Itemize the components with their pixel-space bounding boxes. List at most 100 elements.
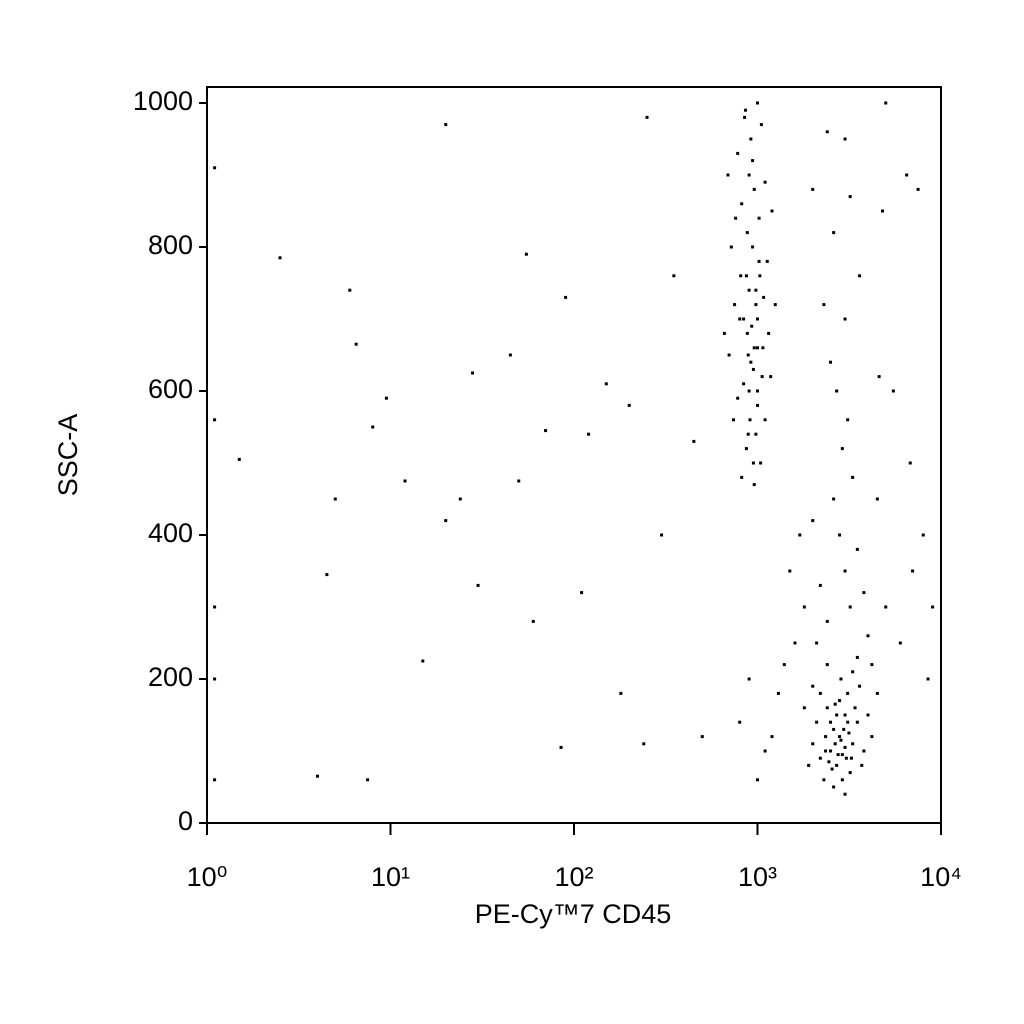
point [769, 375, 773, 379]
point [761, 346, 765, 350]
point [757, 216, 761, 220]
point [824, 749, 828, 753]
point [838, 533, 842, 537]
point [811, 187, 815, 191]
point [832, 497, 836, 501]
point [793, 641, 797, 645]
point [832, 231, 836, 235]
point [843, 317, 847, 321]
y-tick-label: 400 [148, 518, 193, 548]
point [840, 778, 844, 782]
point [822, 778, 826, 782]
point [760, 375, 764, 379]
point [926, 677, 930, 681]
point [458, 497, 462, 501]
x-tick-label: 10⁴ [920, 862, 962, 892]
point [853, 706, 857, 710]
point [743, 108, 747, 112]
point [840, 447, 844, 451]
point [846, 691, 850, 695]
point [754, 432, 758, 436]
point [849, 756, 853, 760]
point [371, 425, 375, 429]
point [911, 569, 915, 573]
point [738, 317, 742, 321]
point [818, 583, 822, 587]
point [444, 123, 448, 127]
point [759, 461, 763, 465]
point [855, 547, 859, 551]
point [619, 691, 623, 695]
point [862, 749, 866, 753]
point [746, 432, 750, 436]
point [811, 519, 815, 523]
point [729, 245, 733, 249]
point [832, 727, 836, 731]
point [531, 619, 535, 623]
point [858, 684, 862, 688]
point [747, 173, 751, 177]
point [444, 519, 448, 523]
point [756, 403, 759, 407]
point [866, 634, 870, 638]
point [844, 756, 848, 760]
point [818, 756, 822, 760]
point [836, 753, 840, 757]
point [747, 677, 751, 681]
point [756, 317, 759, 321]
point [580, 591, 584, 595]
point [815, 720, 819, 724]
point [745, 231, 749, 235]
point [825, 706, 829, 710]
point [748, 418, 752, 422]
point [773, 303, 777, 307]
point [744, 447, 748, 451]
point [884, 101, 888, 105]
point [824, 735, 828, 739]
point [758, 274, 762, 278]
point [354, 342, 358, 346]
point [763, 418, 767, 422]
point [840, 753, 844, 757]
point [851, 475, 855, 479]
point [838, 735, 842, 739]
point [213, 778, 217, 782]
point [767, 331, 771, 335]
point [642, 742, 646, 746]
point [825, 663, 829, 667]
point [827, 760, 831, 764]
y-tick-label: 600 [148, 374, 193, 404]
point [754, 288, 758, 292]
point [802, 706, 806, 710]
point [740, 475, 744, 479]
point [818, 691, 822, 695]
point [843, 745, 847, 749]
point [752, 187, 756, 191]
point [754, 303, 758, 307]
point [315, 774, 319, 778]
point [846, 418, 850, 422]
point [544, 429, 548, 433]
point [825, 130, 829, 134]
point [739, 274, 743, 278]
point [829, 360, 833, 364]
point [916, 187, 920, 191]
point [749, 360, 753, 364]
point [830, 767, 834, 771]
point [744, 274, 748, 278]
point [742, 317, 746, 321]
point [921, 533, 925, 537]
point [752, 346, 756, 350]
point [765, 259, 769, 263]
point [829, 720, 833, 724]
x-tick-label: 10² [554, 862, 593, 892]
point [798, 533, 802, 537]
point [884, 605, 888, 609]
point [732, 418, 736, 422]
x-tick-label: 10¹ [371, 862, 410, 892]
point [672, 274, 676, 278]
point [756, 346, 759, 350]
y-axis-label: SSC-A [53, 414, 83, 497]
plot-frame [206, 86, 942, 824]
